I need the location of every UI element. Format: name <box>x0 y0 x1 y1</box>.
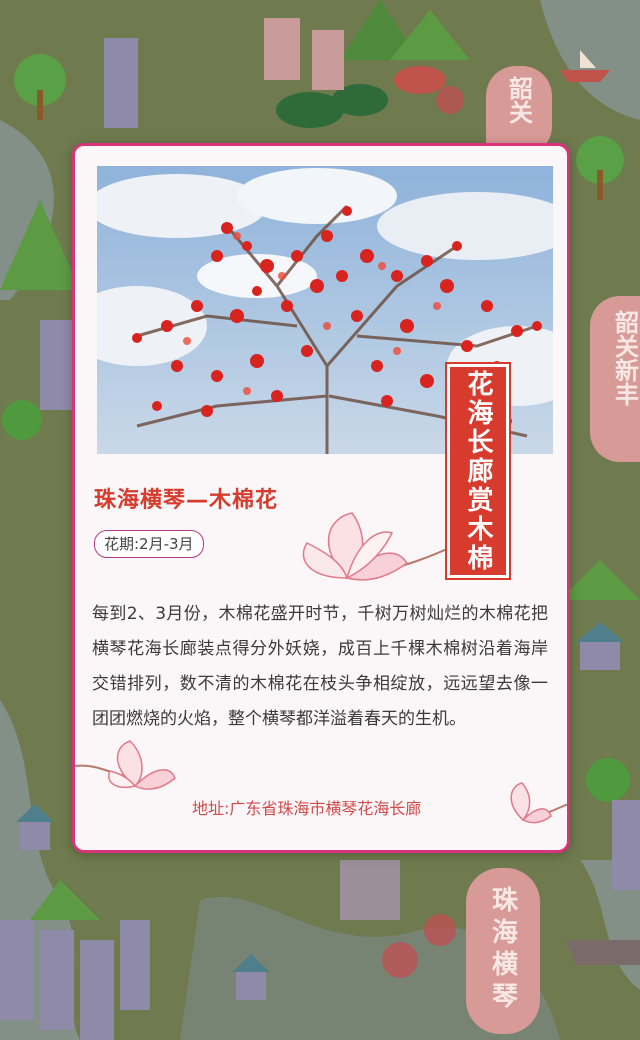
magnolia-flower-left-icon <box>75 740 176 790</box>
map-sign-top-right-text: 韶关 <box>504 76 533 124</box>
map-sign-mid-right-text: 韶关新丰 <box>610 310 639 406</box>
map-sign-bottom-right: 珠海横琴 <box>466 868 540 1034</box>
address-text: 地址:广东省珠海市横琴花海长廊 <box>192 799 422 818</box>
magnolia-flower-right-icon <box>510 782 567 824</box>
map-sign-top-right: 韶关 <box>486 66 552 156</box>
map-sign-mid-right: 韶关新丰 <box>590 296 640 462</box>
bloom-period-badge: 花期:2月-3月 <box>94 530 204 558</box>
card-title: 珠海横琴—木棉花 <box>94 488 279 513</box>
description-text: 每到2、3月份，木棉花盛开时节，千树万树灿烂的木棉花把横琴花海长廊装点得分外妖娆… <box>92 604 548 729</box>
vertical-banner: 花海长廊赏木棉 <box>445 362 511 580</box>
vertical-banner-text: 花海长廊赏木棉 <box>463 369 493 573</box>
map-sign-bottom-right-text: 珠海横琴 <box>487 886 518 1014</box>
